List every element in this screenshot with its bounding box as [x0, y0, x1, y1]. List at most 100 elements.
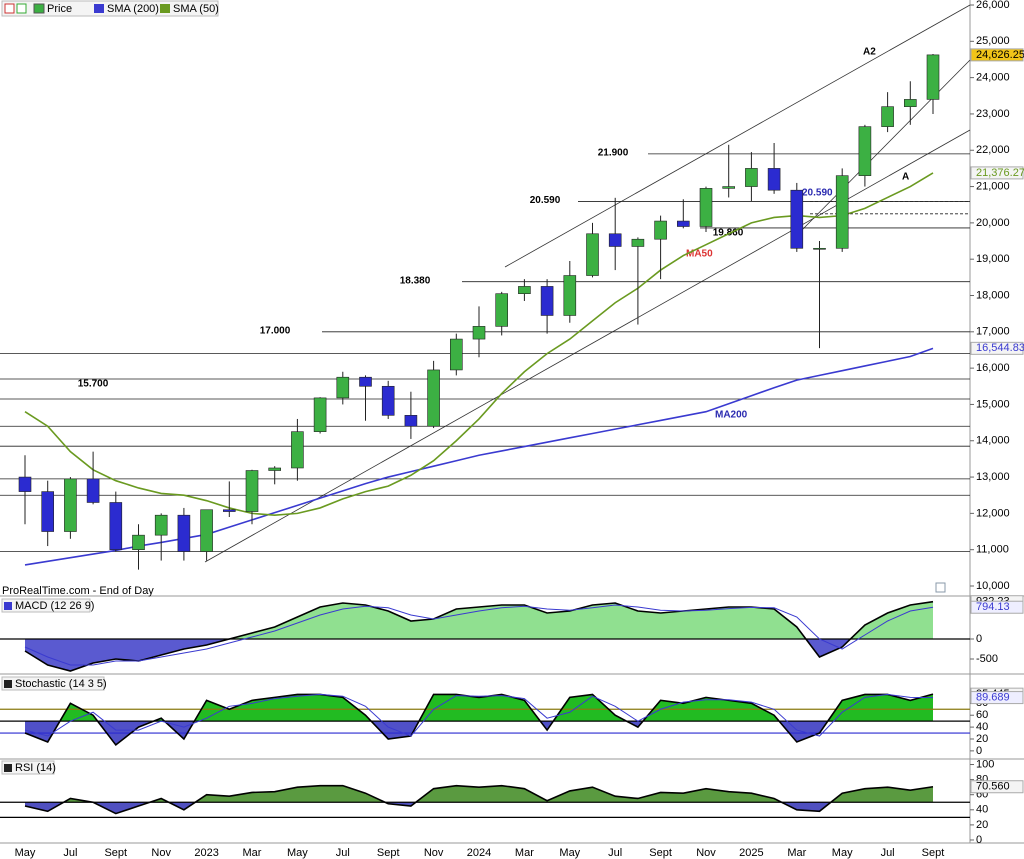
x-tick-label: 2025: [739, 847, 763, 859]
y-tick-label: 40: [976, 721, 988, 733]
y-tick-label: 14,000: [976, 435, 1010, 447]
x-tick-label: Nov: [151, 847, 171, 859]
candle-body: [154, 514, 168, 536]
candle-body: [200, 509, 213, 552]
annotation: MA200: [715, 410, 748, 421]
candle-body: [608, 233, 622, 247]
level-label: 18.380: [400, 275, 431, 286]
y-tick-label: 18,000: [976, 289, 1010, 301]
y-tick-label: 23,000: [976, 108, 1010, 120]
candle-body: [767, 168, 781, 191]
x-tick-label: May: [287, 847, 308, 859]
y-tick-label: 20: [976, 733, 988, 745]
panel-title: Stochastic (14 3 5): [15, 678, 107, 690]
candle-body: [86, 478, 100, 503]
series-line: [24, 604, 934, 666]
level-label: 15.700: [78, 379, 109, 390]
candle-body: [495, 293, 509, 327]
area-up: [63, 785, 933, 803]
candle-body: [291, 431, 304, 469]
candle-body: [223, 509, 236, 512]
area-down: [25, 639, 933, 671]
y-tick-label: 100: [976, 758, 994, 770]
annotation: A2: [863, 47, 876, 58]
y-tick-label: -500: [976, 653, 998, 665]
area-up: [25, 601, 933, 639]
y-tick-label: 21,000: [976, 180, 1010, 192]
series-line: [24, 693, 934, 747]
value-badge-label: 794.13: [976, 601, 1010, 613]
y-tick-label: 17,000: [976, 326, 1010, 338]
candle-body: [336, 376, 350, 399]
y-tick-label: 13,000: [976, 471, 1010, 483]
panel-label-box: [1, 760, 55, 775]
icon[interactable]: [4, 3, 15, 14]
value-badge-label: 21,376.27: [976, 167, 1024, 179]
series-line: [24, 347, 934, 566]
level-label: 20.590: [530, 195, 561, 206]
info-icon[interactable]: [935, 582, 946, 593]
x-tick-label: Nov: [424, 847, 444, 859]
candle-body: [109, 502, 123, 550]
value-badge-label: 24,626.25: [976, 49, 1024, 61]
marker-label: 20.590: [802, 188, 833, 199]
candle-body: [926, 54, 940, 100]
x-tick-label: 2024: [467, 847, 491, 859]
x-tick-label: Mar: [787, 847, 806, 859]
candle-body: [449, 338, 463, 371]
x-tick-label: 2023: [194, 847, 218, 859]
legend-swatch: [160, 4, 170, 13]
y-tick-label: 22,000: [976, 144, 1010, 156]
candle-body: [64, 478, 77, 532]
y-tick-label: 25,000: [976, 35, 1010, 47]
legend-label: Price: [47, 3, 72, 15]
series-line: [24, 172, 934, 516]
y-tick-label: 0: [976, 633, 982, 645]
panel-icon: [4, 680, 12, 688]
candle-body: [472, 326, 486, 340]
candle-body: [313, 397, 327, 432]
candle-body: [177, 514, 191, 552]
trend-line: [504, 4, 971, 268]
candle-body: [427, 369, 440, 427]
x-tick-label: Mar: [515, 847, 534, 859]
value-badge: [970, 166, 1024, 180]
candle-body: [404, 415, 418, 427]
x-tick-label: May: [15, 847, 36, 859]
y-tick-label: 0: [976, 834, 982, 846]
legend-swatch: [94, 4, 104, 13]
candle-body: [563, 275, 577, 316]
x-tick-label: Mar: [243, 847, 262, 859]
legend-label: SMA (200): [107, 3, 159, 15]
annotation: A: [902, 172, 909, 183]
candle-body: [518, 286, 531, 294]
x-tick-label: Sept: [649, 847, 672, 859]
y-tick-label: 15,000: [976, 398, 1010, 410]
candle-body: [813, 247, 826, 250]
x-tick-label: Sept: [104, 847, 127, 859]
panel-label-box: [1, 676, 105, 691]
candle-body: [132, 534, 145, 550]
candle-body: [18, 476, 32, 492]
x-tick-label: Jul: [881, 847, 895, 859]
value-badge-label: 70.560: [976, 781, 1010, 793]
candle-body: [903, 99, 917, 107]
y-tick-label: 26,000: [976, 0, 1010, 11]
panel-title: MACD (12 26 9): [15, 600, 94, 612]
candle-body: [359, 376, 372, 387]
candle-body: [676, 220, 690, 227]
x-tick-label: Jul: [63, 847, 77, 859]
value-badge: [970, 600, 1024, 614]
series-line: [24, 693, 934, 737]
y-tick-label: 19,000: [976, 253, 1010, 265]
icon[interactable]: [16, 3, 27, 14]
level-label: 19.860: [713, 228, 744, 239]
value-badge: [970, 48, 1024, 62]
source: ProRealTime.com - End of Day: [2, 585, 154, 597]
candle-body: [745, 168, 758, 187]
y-tick-label: 60: [976, 709, 988, 721]
y-tick-label: 40: [976, 804, 988, 816]
series-line: [24, 600, 934, 672]
legend: Price SMA (200) SMA (50): [1, 0, 219, 17]
